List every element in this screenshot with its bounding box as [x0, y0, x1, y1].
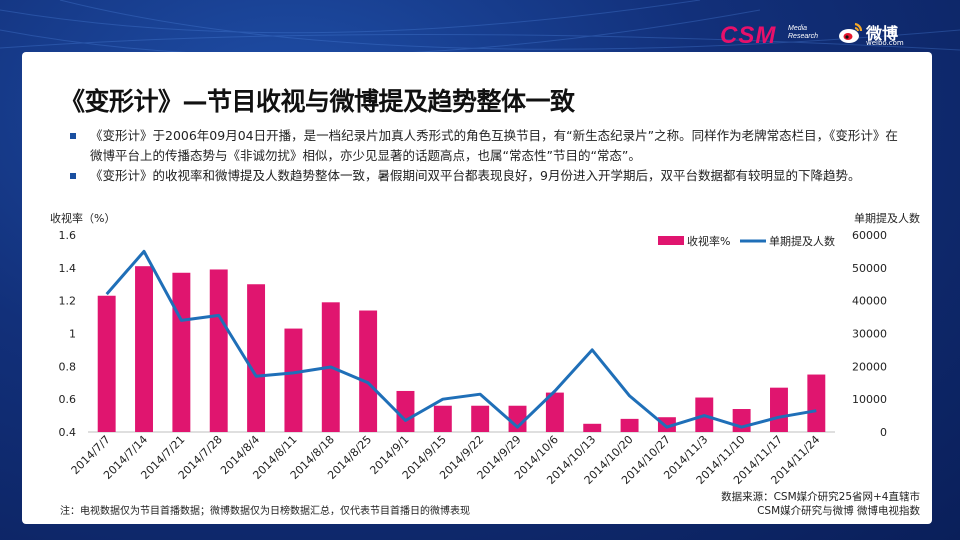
y-tick-label: 1.4 — [59, 262, 77, 275]
y2-tick-label: 20000 — [852, 360, 887, 373]
y-tick-label: 1 — [69, 328, 76, 341]
bar — [97, 295, 116, 432]
mentions-line — [105, 249, 817, 429]
bullet-square-icon — [70, 173, 76, 179]
data-source: 数据来源：CSM媒介研究25省网+4直辖市 — [721, 491, 920, 503]
y2-axis-title: 单期提及人数 — [854, 212, 920, 225]
y2-tick-label: 50000 — [852, 262, 887, 275]
bar — [583, 423, 602, 432]
csm-sub-line2: Research — [788, 33, 818, 40]
csm-logo: CSM — [720, 22, 777, 49]
bar — [433, 405, 452, 432]
bullet-list: 《变形计》于2006年09月04日开播，是一档纪录片加真人秀形式的角色互换节目，… — [70, 126, 910, 186]
bar — [172, 272, 191, 432]
weibo-logo-icon — [839, 22, 863, 43]
bar — [135, 266, 153, 432]
bullet-item: 《变形计》于2006年09月04日开播，是一档纪录片加真人秀形式的角色互换节目，… — [70, 126, 910, 166]
legend-label-line: 单期提及人数 — [769, 235, 835, 248]
legend-swatch-bar — [658, 236, 684, 245]
bar — [247, 284, 266, 432]
y2-tick-label: 10000 — [852, 393, 887, 406]
page-title: 《变形计》—节目收视与微博提及趋势整体一致 — [60, 87, 575, 116]
bar — [471, 405, 490, 432]
bullet-item: 《变形计》的收视率和微博提及人数趋势整体一致，暑假期间双平台都表现良好，9月份进… — [70, 166, 910, 186]
bullet-text: 《变形计》于2006年09月04日开播，是一档纪录片加真人秀形式的角色互换节目，… — [90, 128, 898, 163]
bar — [807, 374, 826, 432]
legend-label-bar: 收视率% — [687, 234, 730, 248]
y-tick-label: 1.2 — [59, 295, 77, 308]
bar — [284, 328, 303, 432]
bullet-text: 《变形计》的收视率和微博提及人数趋势整体一致，暑假期间双平台都表现良好，9月份进… — [90, 168, 861, 183]
y2-tick-label: 40000 — [852, 295, 887, 308]
bar — [657, 417, 676, 432]
bar — [545, 392, 564, 432]
logo-bar: CSM Media Research 微博 weibo.com — [720, 20, 920, 50]
y2-tick-label: 60000 — [852, 229, 887, 242]
weibo-logo-text: 微博 — [866, 24, 899, 43]
bar — [770, 387, 788, 432]
y2-tick-label: 30000 — [852, 328, 887, 341]
y-tick-label: 0.4 — [59, 426, 77, 439]
y-tick-label: 0.6 — [59, 393, 77, 406]
bar — [396, 390, 415, 432]
csm-sub-line1: Media — [788, 25, 808, 32]
bar — [209, 269, 228, 432]
y2-tick-label: 0 — [880, 426, 887, 439]
bullet-square-icon — [70, 133, 76, 139]
y-tick-label: 0.8 — [59, 360, 77, 373]
data-source-secondary: CSM媒介研究与微博 微博电视指数 — [757, 505, 920, 517]
csm-logo-subtitle: Media Research — [788, 25, 818, 41]
bar — [620, 418, 639, 432]
weibo-logo-url: weibo.com — [866, 39, 904, 47]
combo-chart: 收视率（%） 单期提及人数 0.4 0.6 0.8 1 1.2 1.4 1.6 0 10000 200… — [50, 211, 920, 487]
bar — [359, 310, 378, 432]
bar — [508, 405, 527, 432]
y-tick-label: 1.6 — [59, 229, 77, 242]
y-axis-title: 收视率（%） — [50, 211, 115, 225]
footnote: 注：电视数据仅为节目首播数据；微博数据仅为日榜数据汇总，仅代表节目首播日的微博表… — [60, 506, 470, 517]
